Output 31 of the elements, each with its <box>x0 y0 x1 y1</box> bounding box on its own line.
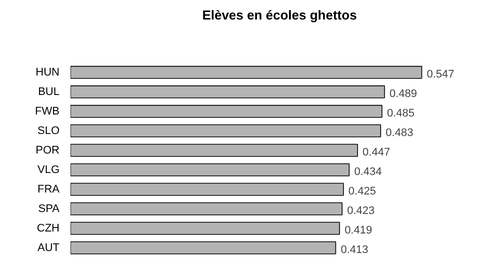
y-tick-label: CZH <box>36 222 60 234</box>
bar <box>70 144 358 157</box>
data-label: 0.489 <box>390 88 418 100</box>
y-tick-label: FWB <box>35 105 60 118</box>
y-tick-label: SPA <box>38 202 60 215</box>
y-tick-label: BUL <box>38 86 60 98</box>
y-tick-label: AUT <box>38 242 60 254</box>
bar <box>70 124 382 138</box>
data-label: 0.547 <box>426 68 454 80</box>
bar <box>70 182 344 196</box>
data-label: 0.425 <box>348 185 376 198</box>
bar <box>70 104 382 118</box>
bar <box>70 202 343 216</box>
bar <box>70 85 385 98</box>
y-tick-label: VLG <box>37 164 60 176</box>
data-label: 0.483 <box>386 126 414 139</box>
y-tick-label: HUN <box>36 66 60 78</box>
data-label: 0.419 <box>344 224 372 236</box>
bar <box>70 163 350 176</box>
data-label: 0.447 <box>362 146 390 158</box>
bar <box>70 241 336 254</box>
y-tick-label: POR <box>36 144 60 156</box>
bar <box>70 222 340 235</box>
chart-title: Elèves en écoles ghettos <box>202 8 357 22</box>
bar <box>70 66 422 79</box>
data-label: 0.434 <box>354 166 382 178</box>
y-tick-label: FRA <box>38 183 60 196</box>
y-tick-label: SLO <box>37 124 60 137</box>
data-label: 0.423 <box>347 204 375 217</box>
data-label: 0.485 <box>386 107 414 120</box>
data-label: 0.413 <box>340 244 368 256</box>
